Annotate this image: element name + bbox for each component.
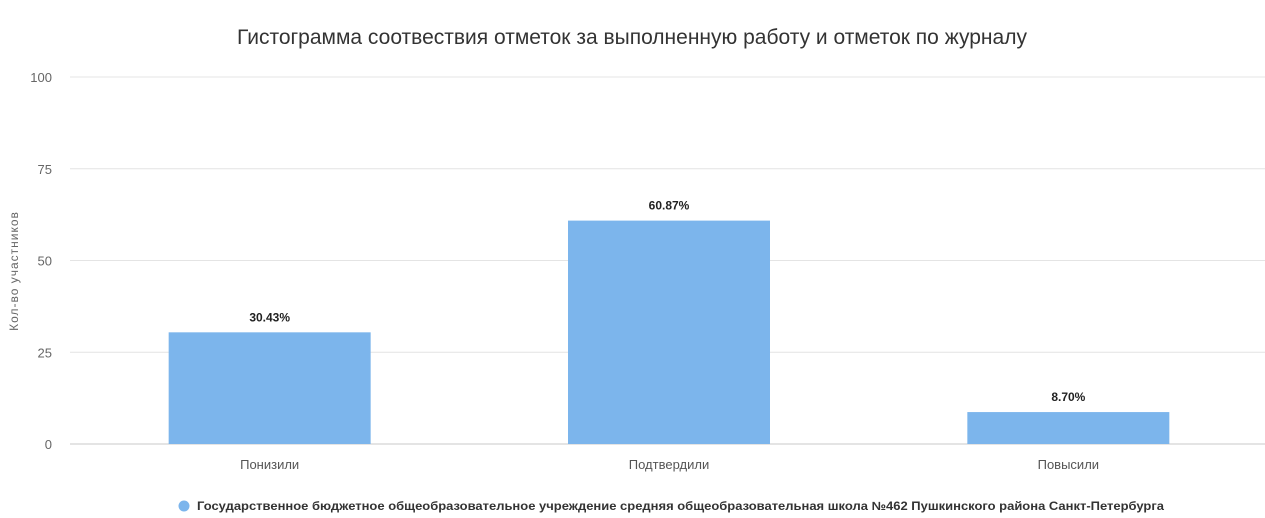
data-label: 30.43% (249, 310, 290, 324)
legend-marker[interactable] (178, 500, 190, 512)
data-label: 60.87% (649, 199, 690, 213)
legend[interactable]: Государственное бюджетное общеобразовате… (178, 499, 1165, 513)
y-axis-ticks: 0 25 50 75 100 (30, 70, 52, 452)
chart-title: Гистограмма соотвествия отметок за выпол… (237, 26, 1027, 49)
bar[interactable] (168, 332, 371, 444)
x-tick-label: Подтвердили (629, 457, 709, 472)
y-tick-label: 75 (38, 162, 52, 177)
y-tick-label: 25 (38, 345, 52, 360)
legend-label[interactable]: Государственное бюджетное общеобразовате… (197, 499, 1164, 513)
bar[interactable] (568, 220, 770, 444)
y-tick-label: 0 (45, 437, 52, 452)
x-axis-ticks: Понизили Подтвердили Повысили (240, 457, 1099, 472)
bar[interactable] (967, 412, 1170, 444)
data-labels: 30.43% 60.87% 8.70% (249, 199, 1085, 404)
data-label: 8.70% (1051, 390, 1085, 404)
y-tick-label: 100 (30, 70, 52, 85)
y-tick-label: 50 (38, 254, 52, 269)
bars (168, 220, 1170, 444)
x-tick-label: Понизили (240, 457, 299, 472)
y-axis-label: Кол-во участников (7, 211, 21, 331)
x-tick-label: Повысили (1038, 457, 1099, 472)
